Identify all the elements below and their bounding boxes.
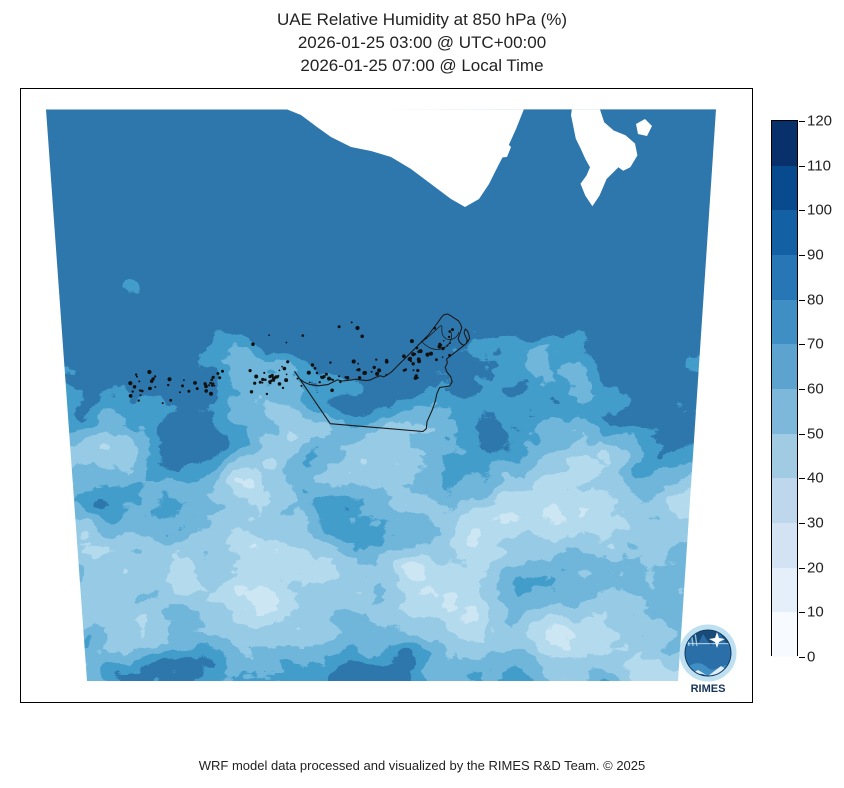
svg-text:RIMES: RIMES: [691, 683, 726, 695]
